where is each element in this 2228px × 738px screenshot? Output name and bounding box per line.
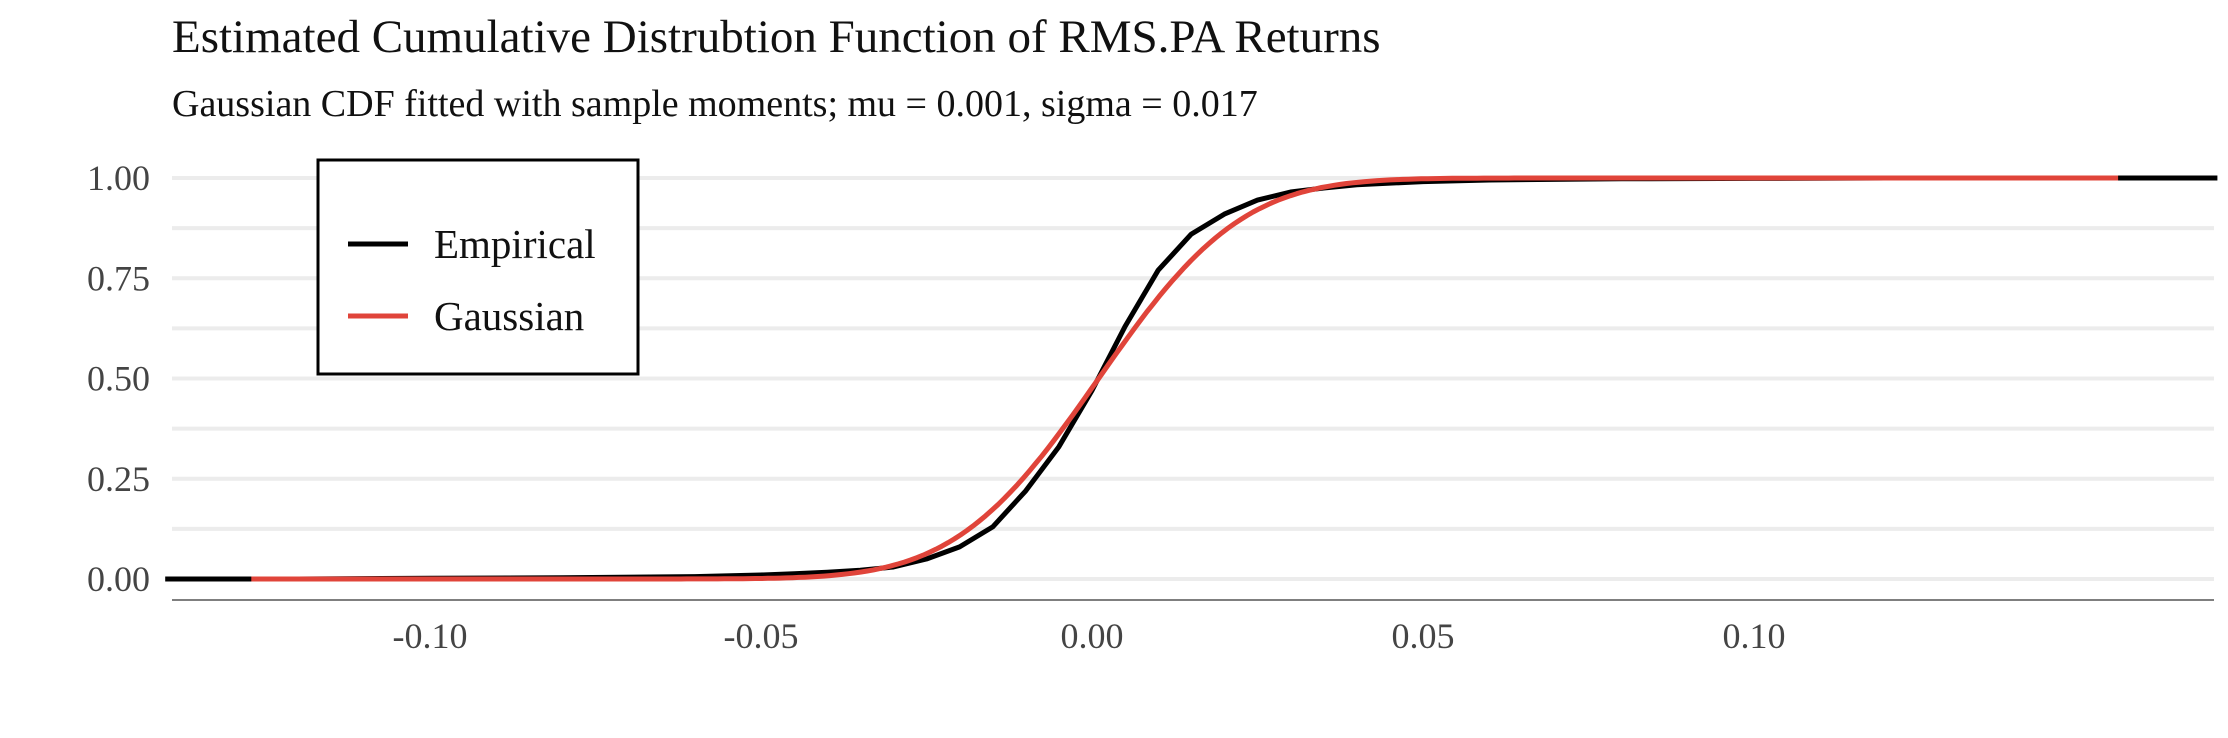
x-tick-label: 0.00	[1061, 616, 1124, 656]
x-tick-label: -0.10	[393, 616, 468, 656]
chart-subtitle: Gaussian CDF fitted with sample moments;…	[172, 83, 1258, 125]
x-tick-label: 0.10	[1723, 616, 1786, 656]
gaussian-line	[251, 175, 2119, 582]
y-tick-label: 0.75	[87, 258, 150, 298]
legend-box	[316, 158, 640, 376]
legend-label: Gaussian	[434, 293, 584, 339]
y-tick-label: 1.00	[87, 158, 150, 198]
y-tick-label: 0.25	[87, 459, 150, 499]
y-tick-label: 0.00	[87, 559, 150, 599]
chart-title: Estimated Cumulative Distrubtion Functio…	[172, 11, 1381, 63]
x-tick-label: 0.05	[1392, 616, 1455, 656]
y-tick-label: 0.50	[87, 359, 150, 399]
x-tick-label: -0.05	[724, 616, 799, 656]
legend-label: Empirical	[434, 221, 596, 267]
